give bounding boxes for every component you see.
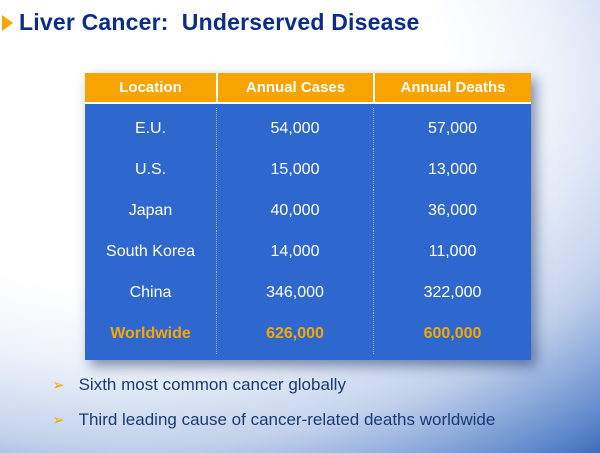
list-item: ➢ Third leading cause of cancer-related … xyxy=(52,409,592,431)
column-header-annual-cases: Annual Cases xyxy=(216,73,373,102)
cell-location: U.S. xyxy=(134,160,167,178)
bullet-list: ➢ Sixth most common cancer globally ➢ Th… xyxy=(52,374,592,444)
slide-logo-triangle-icon xyxy=(2,14,13,31)
cell-cases: 54,000 xyxy=(216,108,373,149)
table-header-row: Location Annual Cases Annual Deaths xyxy=(85,73,531,104)
bullet-arrow-icon: ➢ xyxy=(52,411,65,429)
page-title: Liver Cancer: Underserved Disease xyxy=(19,9,420,35)
table-row: U.S. 15,000 13,000 xyxy=(85,149,531,190)
bullet-arrow-icon: ➢ xyxy=(52,376,65,394)
cell-location: E.U. xyxy=(134,119,167,137)
table-row: Japan 40,000 36,000 xyxy=(85,190,531,231)
liver-cancer-stats-table: Location Annual Cases Annual Deaths E.U.… xyxy=(85,73,531,360)
cell-cases: 40,000 xyxy=(216,190,373,231)
column-header-location: Location xyxy=(119,79,182,96)
table-row: Worldwide 626,000 600,000 xyxy=(85,313,531,354)
cell-cases: 346,000 xyxy=(216,272,373,313)
cell-location: Japan xyxy=(128,201,173,219)
cell-deaths: 57,000 xyxy=(373,108,531,149)
bullet-text: Third leading cause of cancer-related de… xyxy=(78,410,496,429)
cell-deaths: 36,000 xyxy=(373,190,531,231)
cell-location: Worldwide xyxy=(110,324,191,342)
table-row: South Korea 14,000 11,000 xyxy=(85,231,531,272)
list-item: ➢ Sixth most common cancer globally xyxy=(52,374,592,396)
column-header-annual-deaths: Annual Deaths xyxy=(373,73,531,102)
title-row: Liver Cancer: Underserved Disease xyxy=(0,9,420,36)
cell-cases: 15,000 xyxy=(216,149,373,190)
bullet-text: Sixth most common cancer globally xyxy=(78,375,346,394)
cell-deaths: 600,000 xyxy=(373,313,531,354)
cell-location: South Korea xyxy=(106,242,195,260)
cell-deaths: 322,000 xyxy=(373,272,531,313)
cell-location: China xyxy=(129,283,172,301)
table-row: China 346,000 322,000 xyxy=(85,272,531,313)
table-row: E.U. 54,000 57,000 xyxy=(85,108,531,149)
table-body: E.U. 54,000 57,000 U.S. 15,000 13,000 Ja… xyxy=(85,104,531,360)
cell-cases: 14,000 xyxy=(216,231,373,272)
cell-deaths: 13,000 xyxy=(373,149,531,190)
cell-deaths: 11,000 xyxy=(373,231,531,272)
cell-cases: 626,000 xyxy=(216,313,373,354)
